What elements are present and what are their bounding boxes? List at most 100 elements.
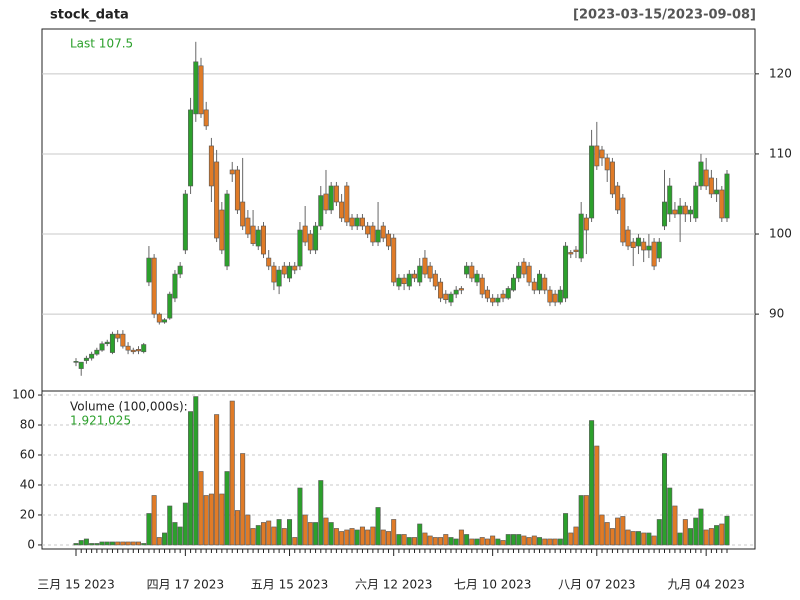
y-tick-label: 20: [20, 507, 35, 521]
candle-body: [208, 145, 214, 187]
candle-body: [417, 265, 423, 283]
volume-bar: [469, 538, 475, 546]
candle-body: [662, 201, 668, 227]
candle-body: [531, 281, 537, 291]
candle-body: [333, 185, 339, 203]
candle-body: [458, 288, 464, 291]
volume-bar: [589, 420, 595, 546]
candle-body: [573, 249, 579, 252]
candle-body: [682, 205, 688, 215]
candle-body: [526, 265, 532, 283]
candle-body: [505, 288, 511, 299]
volume-bar: [609, 528, 615, 546]
volume-bar: [151, 495, 157, 546]
candle-body: [557, 289, 563, 303]
volume-bar: [385, 531, 391, 546]
volume-bar: [271, 526, 277, 546]
volume-bar: [365, 529, 371, 546]
volume-bar: [599, 514, 605, 546]
volume-bar: [130, 541, 136, 546]
volume-bar: [78, 540, 84, 546]
x-tick-label: 四月 17 2023: [147, 578, 224, 592]
candle-body: [172, 273, 178, 299]
volume-bar: [516, 534, 522, 546]
candle-body: [323, 193, 329, 211]
volume-bar: [526, 537, 532, 546]
candle-body: [594, 145, 600, 167]
volume-bar: [651, 535, 657, 546]
date-range: [2023-03-15/2023-09-08]: [573, 8, 756, 23]
volume-bar: [484, 538, 490, 546]
volume-bar: [89, 543, 95, 546]
volume-bar: [94, 543, 100, 546]
y-tick-label: 60: [20, 448, 35, 462]
volume-bar: [521, 535, 527, 546]
volume-bar: [323, 517, 329, 546]
volume-bar: [646, 532, 652, 546]
candle-body: [234, 169, 240, 211]
volume-bar: [703, 529, 709, 546]
candle-body: [412, 273, 418, 279]
volume-bar: [156, 537, 162, 546]
volume-bar: [396, 534, 402, 546]
volume-bar: [677, 532, 683, 546]
volume-bar: [552, 538, 558, 546]
candle-body: [391, 237, 397, 283]
candle-body: [229, 169, 235, 175]
candle-body: [104, 341, 110, 345]
candle-body: [287, 265, 293, 279]
volume-bar: [510, 534, 516, 546]
candle-body: [94, 349, 100, 355]
volume-bar: [714, 525, 720, 546]
candle-body: [78, 361, 84, 369]
volume-bar: [250, 528, 256, 546]
candle-body: [547, 289, 553, 303]
candle-body: [162, 319, 168, 323]
candle-body: [156, 313, 162, 323]
candle-body: [719, 189, 725, 219]
volume-bar: [542, 538, 548, 546]
volume-bar: [344, 529, 350, 546]
candle-body: [521, 261, 527, 275]
candle-body: [630, 241, 636, 248]
candle-body: [224, 193, 230, 267]
volume-bar: [260, 522, 266, 546]
volume-bar: [688, 528, 694, 546]
volume-bar: [313, 522, 319, 546]
candle-body: [214, 161, 220, 239]
volume-bar: [583, 495, 589, 546]
volume-bar: [391, 519, 397, 546]
volume-bar: [208, 493, 214, 546]
volume-bar: [245, 514, 251, 546]
volume-bar: [474, 538, 480, 546]
volume-bar: [240, 453, 246, 546]
volume-bar: [219, 493, 225, 546]
volume-label: Volume (100,000s):: [70, 400, 188, 414]
candle-body: [359, 217, 365, 227]
candle-body: [714, 189, 720, 195]
volume-bar: [453, 538, 459, 546]
volume-bar: [531, 535, 537, 546]
volume-bar: [203, 495, 209, 546]
candle-body: [328, 185, 334, 211]
candle-body: [297, 229, 303, 267]
candle-body: [537, 273, 543, 291]
volume-bar: [547, 538, 553, 546]
y-tick-label: 40: [20, 477, 35, 491]
volume-bar: [495, 538, 501, 546]
candle-body: [396, 277, 402, 287]
candle-body: [698, 161, 704, 187]
volume-bar: [693, 517, 699, 546]
volume-bar: [380, 529, 386, 546]
volume-bar: [83, 538, 89, 546]
candle-body: [276, 269, 282, 287]
volume-bar: [292, 537, 298, 546]
volume-bar: [141, 543, 147, 546]
candle-body: [109, 333, 115, 353]
volume-bar: [359, 526, 365, 546]
candle-body: [703, 169, 709, 187]
volume-bar: [198, 471, 204, 546]
candle-body: [385, 233, 391, 247]
candle-body: [255, 229, 261, 247]
